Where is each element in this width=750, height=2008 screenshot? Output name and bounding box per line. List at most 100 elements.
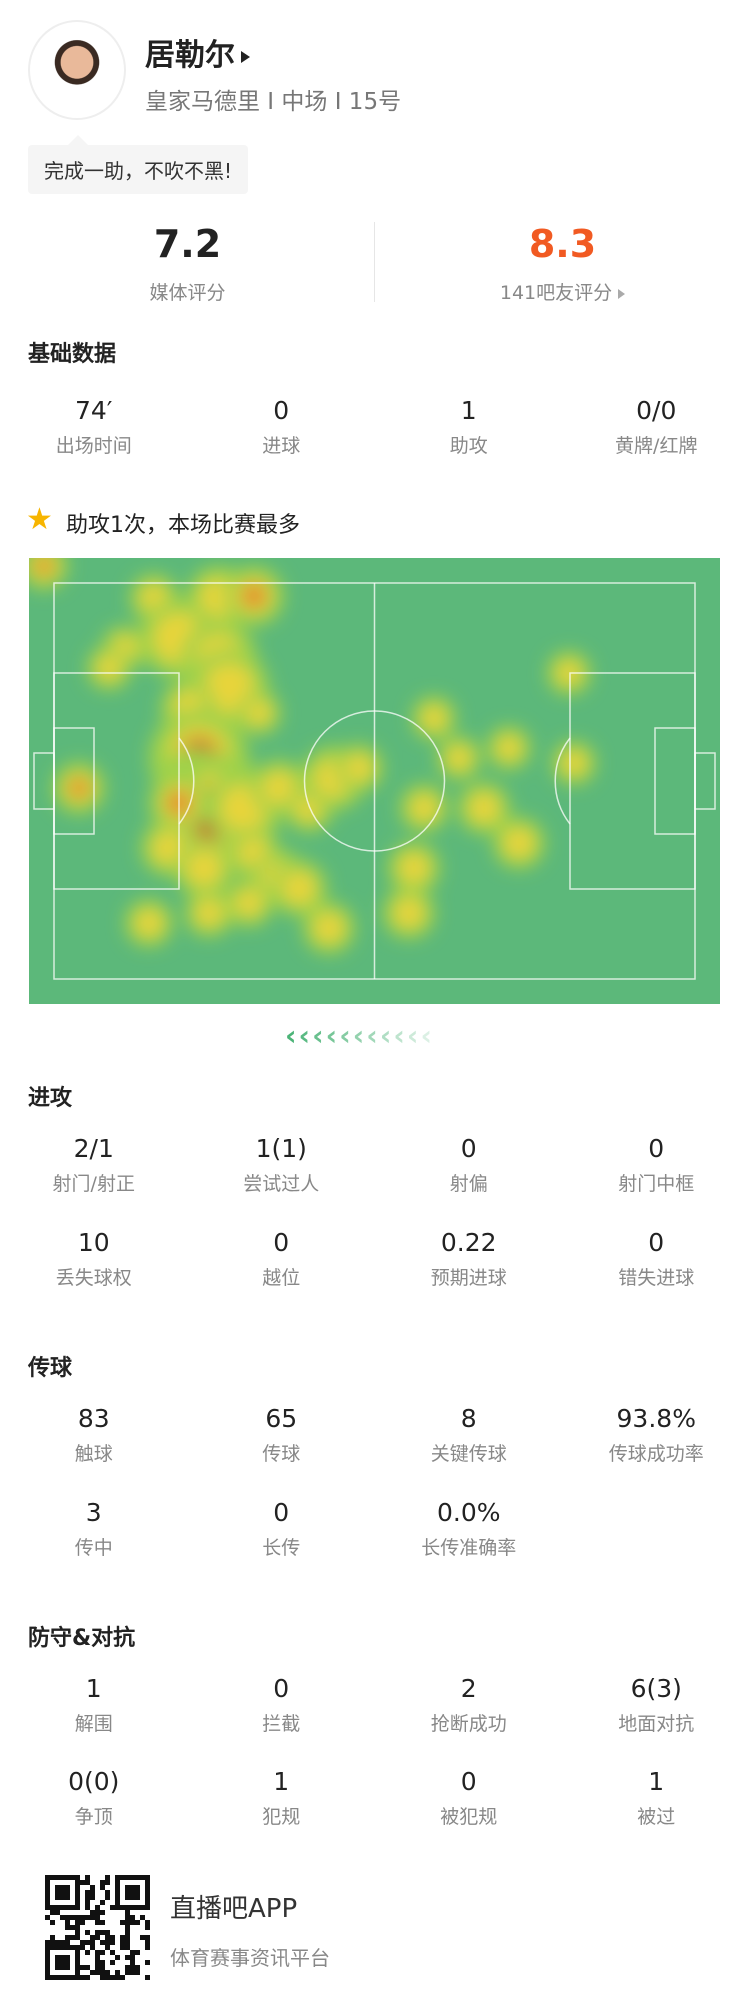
stat-item: 2 抢断成功 bbox=[375, 1674, 563, 1736]
stat-item: 6(3) 地面对抗 bbox=[563, 1674, 750, 1736]
star-icon: ★ bbox=[26, 502, 53, 537]
stat-value: 0 bbox=[648, 1228, 665, 1257]
media-rating: 7.2 媒体评分 bbox=[0, 222, 375, 305]
section-title-defense: 防守&对抗 bbox=[28, 1626, 136, 1651]
stat-item: 83 触球 bbox=[0, 1404, 188, 1466]
heat-spot bbox=[186, 850, 222, 886]
heat-spot bbox=[503, 827, 535, 859]
stat-label: 传中 bbox=[74, 1537, 113, 1559]
chevron-left-icon: ‹ bbox=[420, 1019, 433, 1052]
heat-spot bbox=[135, 909, 163, 937]
divider bbox=[374, 222, 375, 302]
chevron-left-icon: ‹ bbox=[312, 1019, 324, 1052]
stat-value: 3 bbox=[85, 1498, 102, 1527]
fan-rating[interactable]: 8.3 141吧友评分 bbox=[375, 222, 750, 305]
stat-value: 1 bbox=[85, 1674, 102, 1703]
chevron-left-icon: ‹ bbox=[285, 1019, 297, 1052]
stat-value: 83 bbox=[77, 1404, 110, 1433]
stat-label: 被过 bbox=[637, 1806, 676, 1828]
stat-item: 1 犯规 bbox=[188, 1767, 376, 1829]
stat-value: 1 bbox=[273, 1767, 290, 1796]
heat-spot bbox=[235, 889, 263, 917]
app-name: 直播吧APP bbox=[170, 1894, 298, 1924]
stat-value: 2/1 bbox=[73, 1134, 114, 1163]
stat-label: 解围 bbox=[74, 1713, 113, 1735]
stat-item: 1(1) 尝试过人 bbox=[188, 1134, 376, 1196]
stat-label: 传球 bbox=[262, 1443, 301, 1465]
chevron-left-icon: ‹ bbox=[298, 1019, 311, 1052]
stat-item: 1 助攻 bbox=[375, 396, 563, 458]
stat-value: 93.8% bbox=[616, 1404, 696, 1433]
stat-label: 助攻 bbox=[449, 435, 488, 457]
stat-value: 1 bbox=[460, 396, 477, 425]
stat-value: 10 bbox=[77, 1228, 110, 1257]
stat-value: 1(1) bbox=[255, 1134, 307, 1163]
stat-item: 0 越位 bbox=[188, 1228, 376, 1290]
heat-spot bbox=[410, 794, 438, 822]
stat-label: 地面对抗 bbox=[618, 1713, 695, 1735]
player-avatar[interactable] bbox=[28, 20, 126, 120]
stat-label: 尝试过人 bbox=[243, 1173, 320, 1195]
stat-label: 被犯规 bbox=[440, 1806, 498, 1828]
section-title-basic: 基础数据 bbox=[28, 342, 117, 367]
stat-item: 0 射门中框 bbox=[563, 1134, 750, 1196]
heatmap-pitch bbox=[29, 558, 720, 1004]
stat-value: 65 bbox=[265, 1404, 298, 1433]
stat-item: 0 射偏 bbox=[375, 1134, 563, 1196]
heat-spot bbox=[345, 754, 373, 782]
stat-label: 长传准确率 bbox=[421, 1537, 517, 1559]
stats-row: 1 解围 0 拦截 2 抢断成功 6(3) 地面对抗 bbox=[0, 1674, 750, 1736]
stat-label: 错失进球 bbox=[618, 1267, 695, 1289]
stat-value: 0 bbox=[460, 1134, 477, 1163]
stat-label: 预期进球 bbox=[430, 1267, 507, 1289]
stat-label: 争顶 bbox=[74, 1806, 113, 1828]
heat-spot bbox=[561, 750, 587, 776]
chevron-left-icon: ‹ bbox=[379, 1019, 392, 1052]
stat-label: 犯规 bbox=[262, 1806, 301, 1828]
media-rating-value: 7.2 bbox=[153, 222, 222, 266]
chevron-left-icon: ‹ bbox=[393, 1019, 405, 1052]
qr-code bbox=[45, 1875, 150, 1980]
stat-item: 10 丢失球权 bbox=[0, 1228, 188, 1290]
stat-value: 0 bbox=[273, 396, 290, 425]
caret-right-icon bbox=[241, 50, 250, 63]
stat-value: 0(0) bbox=[68, 1767, 120, 1796]
heat-spot bbox=[393, 897, 425, 929]
chevron-left-icon: ‹ bbox=[366, 1019, 378, 1052]
heat-spot bbox=[96, 655, 122, 681]
stat-item: 0(0) 争顶 bbox=[0, 1767, 188, 1829]
stats-row: 74′ 出场时间 0 进球 1 助攻 0/0 黄牌/红牌 bbox=[0, 396, 750, 458]
stats-row: 10 丢失球权 0 越位 0.22 预期进球 0 错失进球 bbox=[0, 1228, 750, 1290]
stat-label: 触球 bbox=[74, 1443, 113, 1465]
stat-item: 0 拦截 bbox=[188, 1674, 376, 1736]
stat-value: 6(3) bbox=[630, 1674, 682, 1703]
stat-label: 越位 bbox=[262, 1267, 301, 1289]
stat-label: 射门/射正 bbox=[52, 1173, 135, 1195]
chevron-left-icon: ‹ bbox=[339, 1019, 351, 1052]
stat-value: 0 bbox=[460, 1767, 477, 1796]
player-name-link[interactable]: 居勒尔 bbox=[145, 30, 250, 74]
stat-label: 抢断成功 bbox=[430, 1713, 507, 1735]
chevron-left-icon: ‹ bbox=[406, 1019, 419, 1052]
chevron-left-icon: ‹ bbox=[325, 1019, 338, 1052]
highlight-text: 助攻1次，本场比赛最多 bbox=[66, 513, 300, 538]
stat-value: 0 bbox=[648, 1134, 665, 1163]
fan-rating-text: 141吧友评分 bbox=[499, 282, 613, 304]
heat-spot bbox=[243, 585, 265, 607]
stat-item: 0 进球 bbox=[188, 396, 376, 458]
fan-rating-value: 8.3 bbox=[528, 222, 597, 266]
stat-item: 2/1 射门/射正 bbox=[0, 1134, 188, 1196]
stat-item: 74′ 出场时间 bbox=[0, 396, 188, 458]
stats-row: 0(0) 争顶 1 犯规 0 被犯规 1 被过 bbox=[0, 1767, 750, 1829]
player-info: 皇家马德里 I 中场 I 15号 bbox=[145, 89, 402, 115]
stat-item: 0 被犯规 bbox=[375, 1767, 563, 1829]
scroll-indicator: ‹ ‹ ‹ ‹ ‹ ‹ ‹ ‹ ‹ ‹ ‹ bbox=[285, 1022, 432, 1050]
stat-label: 黄牌/红牌 bbox=[615, 435, 698, 457]
stat-value: 0.22 bbox=[440, 1228, 497, 1257]
stat-item: 0.22 预期进球 bbox=[375, 1228, 563, 1290]
chevron-left-icon: ‹ bbox=[352, 1019, 365, 1052]
stat-label: 出场时间 bbox=[55, 435, 132, 457]
stat-label: 拦截 bbox=[262, 1713, 301, 1735]
app-tagline: 体育赛事资讯平台 bbox=[170, 1946, 330, 1970]
stat-label: 射门中框 bbox=[618, 1173, 695, 1195]
